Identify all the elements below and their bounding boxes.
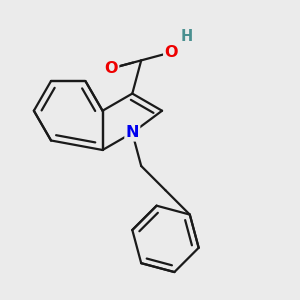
Text: O: O [164,45,178,60]
Text: N: N [126,125,139,140]
Text: O: O [105,61,118,76]
Text: H: H [181,29,193,44]
